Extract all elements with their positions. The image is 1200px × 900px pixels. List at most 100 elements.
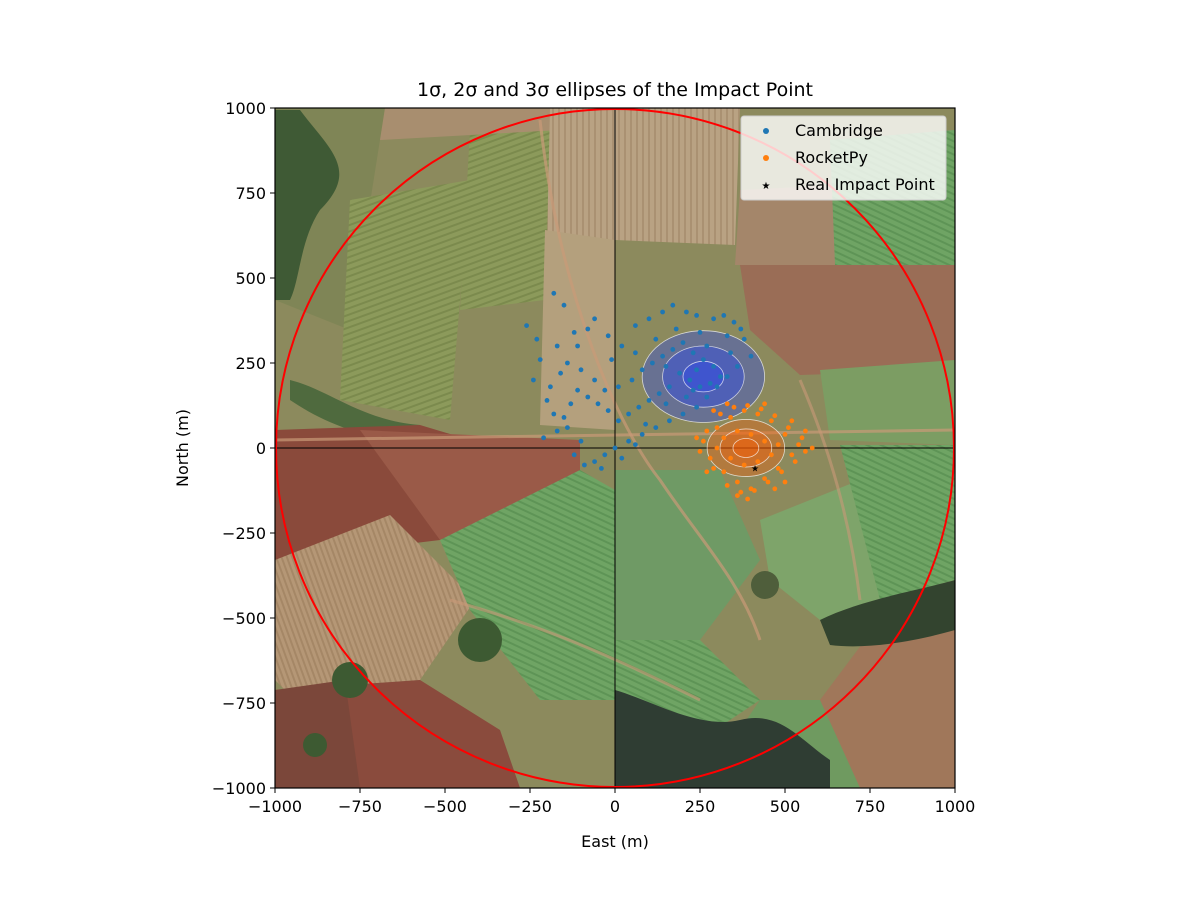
scatter-point [762,438,767,444]
scatter-point [735,479,740,485]
scatter-point [779,469,784,475]
sigma-ellipse [732,438,760,458]
scatter-point [704,428,710,434]
scatter-point [578,367,584,373]
scatter-point [585,394,591,400]
scatter-point [721,435,727,441]
scatter-point [731,404,737,410]
x-tick-label: 750 [855,797,886,816]
scatter-point [789,452,795,458]
y-tick-label: 250 [235,354,266,373]
y-tick-label: −250 [222,524,266,543]
scatter-point [639,367,645,373]
scatter-point [758,406,764,412]
annotations-layer [275,108,955,788]
y-tick-label: 1000 [225,99,266,118]
scatter-point [735,428,740,434]
scatter-point [765,479,771,485]
scatter-point [752,488,757,493]
scatter-point [711,408,716,413]
scatter-point [575,387,580,393]
scatter-point [585,326,591,332]
scatter-point [551,290,557,296]
sigma-ellipses [641,330,786,477]
x-axis-title: East (m) [581,832,649,851]
scatter-point [653,425,659,430]
scatter-point [694,367,699,373]
scatter-point [704,469,710,475]
scatter-point [704,394,710,400]
scatter-point [694,404,699,410]
scatter-point [592,316,597,322]
x-axis-ticks: −1000 −750 −500 −250 0 250 500 750 1000 [248,788,975,816]
scatter-point [660,309,665,315]
scatter-point [697,449,703,454]
y-tick-label: 0 [256,439,266,458]
scatter-point [782,432,788,437]
scatter-point [633,442,638,447]
y-axis-ticks: −1000 −750 −500 −250 0 250 500 750 1000 [212,99,275,798]
real-impact-point-marker: ★ [751,464,759,474]
scatter-point [786,425,791,430]
x-tick-label: 250 [685,797,716,816]
y-tick-label: 500 [235,269,266,288]
sigma-ellipse [662,345,745,408]
scatter-point [684,309,689,315]
scatter-point [667,418,672,424]
x-tick-label: −1000 [248,797,302,816]
x-tick-label: 0 [610,797,620,816]
y-tick-label: −500 [222,609,266,628]
scatter-point [575,343,580,349]
scatter-point [772,486,778,492]
scatter-point [578,438,584,444]
scatter-point [565,360,570,366]
scatter-point [721,313,727,318]
range-circle [275,108,955,788]
scatter-point [789,418,795,424]
scatter-point [741,336,747,342]
scatter-point [711,316,716,322]
scatter-point [629,377,635,383]
y-tick-label: −750 [222,694,266,713]
scatter-point [592,377,597,383]
scatter-point [745,496,750,502]
scatter-point [697,384,703,390]
legend-marker-cambridge [763,128,769,134]
scatter-point [741,408,747,413]
scatter-point [602,387,608,393]
scatter-point [738,326,744,332]
legend-label-cambridge: Cambridge [795,121,883,140]
scatter-point [673,326,679,332]
scatter-point [728,350,733,356]
scatter-point [684,394,689,400]
scatter-point [677,370,682,376]
scatter-point [704,343,710,349]
scatter-point [660,353,665,359]
scatter-point [724,374,730,379]
scatter-point [565,425,570,430]
scatter-point [537,357,543,362]
scatter-point [690,387,696,393]
legend-label-real-impact-point: Real Impact Point [795,175,935,194]
scatter-point [803,428,808,434]
scatter-point [599,466,604,471]
scatter-point [541,435,546,441]
x-tick-label: −750 [338,797,382,816]
scatter-point [769,452,774,458]
scatter-point [803,449,808,454]
scatter-point [568,401,574,407]
scatter-point [680,340,686,345]
scatter-point [738,489,744,495]
scatter-point [524,323,529,328]
x-tick-label: −250 [508,797,552,816]
scatter-point [762,401,767,407]
scatter-point [626,438,631,444]
scatter-point [616,384,621,390]
legend: Cambridge RocketPy ★ Real Impact Point [740,115,947,201]
y-tick-label: −1000 [212,779,266,798]
legend-label-rocketpy: RocketPy [795,148,868,167]
scatter-point [701,357,706,362]
scatter-point [762,476,767,481]
scatter-point [571,452,577,458]
